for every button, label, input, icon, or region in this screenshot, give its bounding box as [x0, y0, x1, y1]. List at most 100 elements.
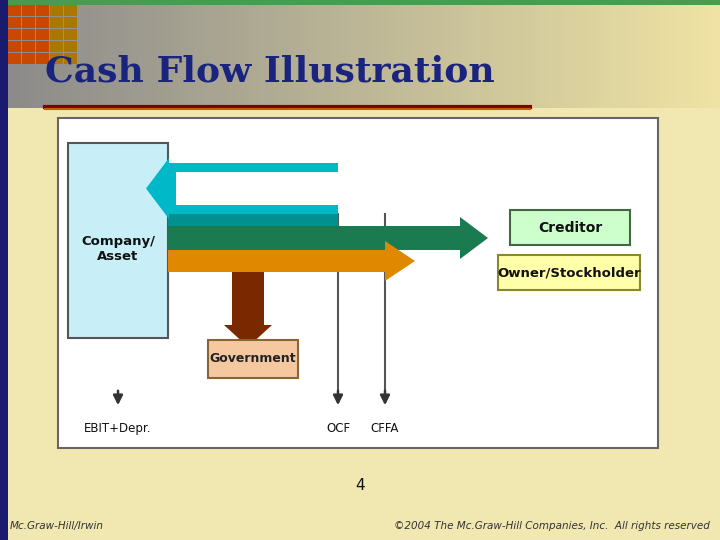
Bar	[36, 5, 49, 16]
Bar	[64, 5, 77, 16]
Bar	[216, 0, 223, 108]
Polygon shape	[146, 158, 169, 219]
Bar	[498, 255, 640, 290]
Text: ©2004 The Mc.Graw-Hill Companies, Inc.  All rights reserved: ©2004 The Mc.Graw-Hill Companies, Inc. A…	[394, 521, 710, 531]
Text: Company/
Asset: Company/ Asset	[81, 234, 155, 262]
Bar	[418, 0, 425, 108]
Bar	[338, 0, 346, 108]
Bar	[187, 0, 194, 108]
Bar	[634, 0, 641, 108]
Bar	[194, 0, 202, 108]
Bar	[655, 0, 662, 108]
Bar	[14, 0, 22, 108]
Bar	[166, 0, 173, 108]
Polygon shape	[385, 241, 415, 281]
Bar	[223, 0, 230, 108]
Bar	[490, 0, 497, 108]
Bar	[511, 0, 518, 108]
Bar	[353, 0, 360, 108]
Bar	[238, 0, 245, 108]
Bar	[94, 0, 101, 108]
Bar	[29, 0, 36, 108]
Bar	[526, 0, 533, 108]
Bar	[576, 0, 583, 108]
Bar	[605, 0, 612, 108]
Bar	[36, 0, 43, 108]
Bar	[641, 0, 648, 108]
Bar	[403, 0, 410, 108]
Bar	[58, 0, 65, 108]
Bar	[302, 0, 310, 108]
Text: CFFA: CFFA	[371, 422, 399, 435]
Bar	[274, 0, 281, 108]
Bar	[168, 226, 460, 250]
Bar	[22, 17, 35, 28]
Bar	[36, 17, 49, 28]
Bar	[50, 41, 63, 52]
Bar	[158, 0, 166, 108]
Bar	[684, 0, 691, 108]
Bar	[482, 0, 490, 108]
Bar	[64, 17, 77, 28]
Bar	[8, 41, 21, 52]
Bar	[510, 210, 630, 245]
Bar	[65, 0, 72, 108]
Bar	[281, 0, 288, 108]
Bar	[0, 0, 8, 540]
Bar	[22, 0, 29, 108]
Bar	[64, 29, 77, 40]
Bar	[8, 5, 21, 16]
Bar	[50, 29, 63, 40]
Polygon shape	[224, 325, 272, 347]
Bar	[317, 0, 324, 108]
Bar	[497, 0, 504, 108]
Bar	[232, 272, 264, 325]
Bar	[331, 0, 338, 108]
Bar	[540, 0, 547, 108]
Bar	[0, 0, 720, 5]
Text: OCF: OCF	[326, 422, 350, 435]
Bar	[0, 0, 7, 108]
Bar	[713, 0, 720, 108]
Bar	[79, 0, 86, 108]
Bar	[706, 0, 713, 108]
Bar	[324, 0, 331, 108]
Bar	[22, 5, 35, 16]
Bar	[310, 0, 317, 108]
Bar	[612, 0, 619, 108]
Bar	[288, 0, 295, 108]
Bar	[252, 0, 259, 108]
Bar	[547, 0, 554, 108]
Bar	[168, 214, 338, 226]
Bar	[86, 0, 94, 108]
Bar	[43, 0, 50, 108]
Bar	[475, 0, 482, 108]
Bar	[209, 0, 216, 108]
Bar	[64, 41, 77, 52]
Bar	[8, 29, 21, 40]
Bar	[518, 0, 526, 108]
Bar	[36, 53, 49, 64]
Bar	[648, 0, 655, 108]
Bar	[8, 17, 21, 28]
Bar	[108, 0, 115, 108]
Bar	[50, 0, 58, 108]
Bar	[8, 53, 21, 64]
Text: Owner/Stockholder: Owner/Stockholder	[498, 266, 641, 279]
Bar	[245, 0, 252, 108]
Bar	[504, 0, 511, 108]
Bar	[367, 0, 374, 108]
Bar	[662, 0, 670, 108]
Bar	[230, 0, 238, 108]
Bar	[130, 0, 137, 108]
Bar	[439, 0, 446, 108]
Bar	[626, 0, 634, 108]
Bar	[137, 0, 144, 108]
Bar	[583, 0, 590, 108]
Polygon shape	[460, 217, 488, 259]
Bar	[410, 0, 418, 108]
Bar	[144, 0, 151, 108]
Bar	[346, 0, 353, 108]
Text: 4: 4	[355, 478, 365, 494]
Bar	[22, 41, 35, 52]
